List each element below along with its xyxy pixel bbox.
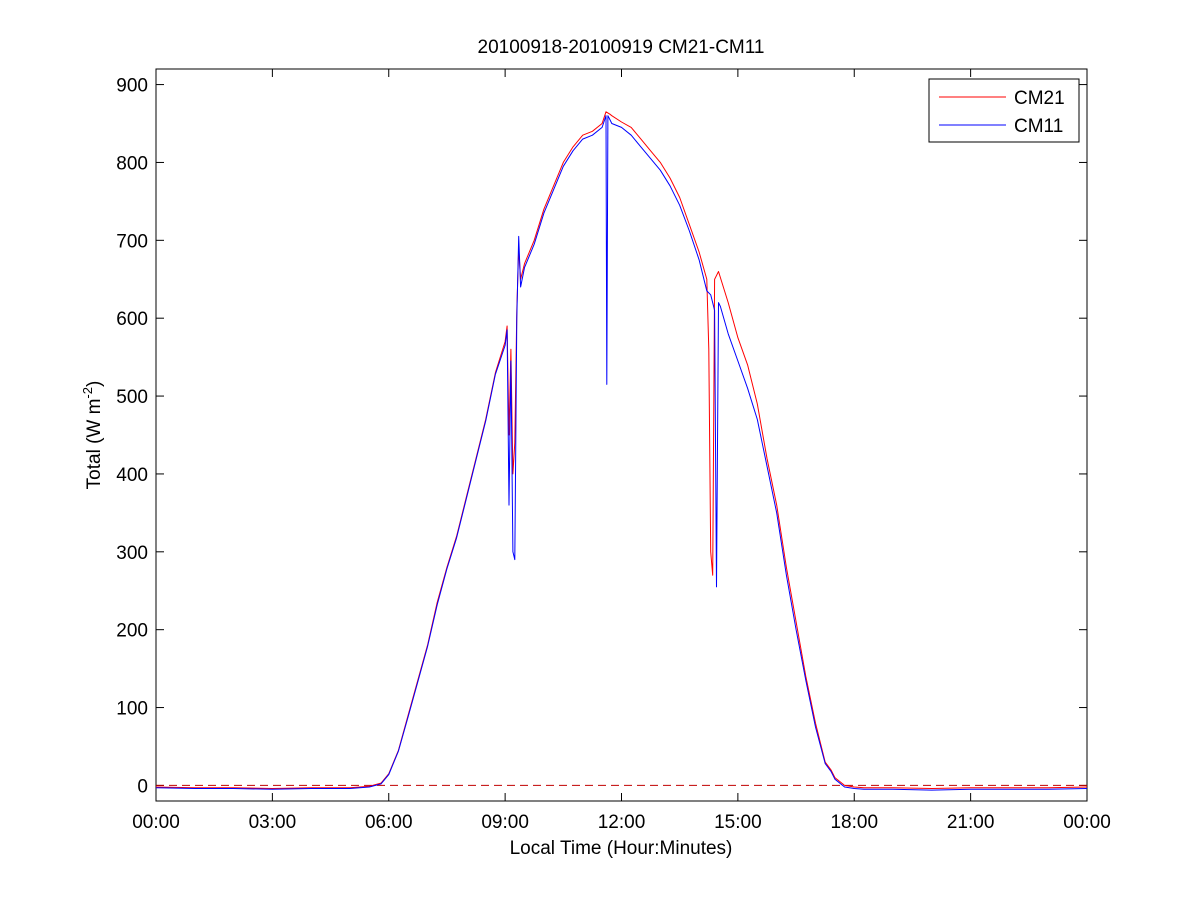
y-tick-label: 700 (116, 231, 148, 252)
y-tick-label: 300 (116, 543, 148, 564)
series-line-cm11 (155, 115, 1088, 791)
x-axis-ticks: 00:00 03:00 06:00 09:00 12:00 15:00 18:00 21:00… (132, 69, 1111, 833)
y-tick-label: 800 (116, 153, 148, 174)
y-tick-label: 0 (137, 776, 148, 797)
y-axis-title-main: Total (W m (84, 399, 105, 490)
x-tick-label: 18:00 (830, 812, 878, 833)
x-tick-label: 12:00 (598, 812, 646, 833)
y-tick-label: 200 (116, 621, 148, 642)
y-axis-title: Total (W m-2) (80, 381, 105, 490)
legend-box (928, 78, 1080, 143)
x-tick-label: 21:00 (947, 812, 995, 833)
x-axis-title: Local Time (Hour:Minutes) (510, 838, 733, 859)
y-tick-label: 600 (116, 309, 148, 330)
chart-title: 20100918-20100919 CM21-CM11 (478, 37, 765, 58)
legend-label-cm21: CM21 (1014, 88, 1065, 109)
y-tick-label: 100 (116, 699, 148, 720)
y-axis-title-suffix: ) (84, 381, 105, 387)
plot-area-frame (155, 68, 1088, 802)
y-axis-title-superscript: -2 (80, 387, 95, 399)
y-tick-label: 400 (116, 465, 148, 486)
x-tick-label: 00:00 (1063, 812, 1111, 833)
y-axis-ticks: 0 100 200 300 400 500 600 700 800 900 (116, 76, 1087, 797)
series-line-cm21 (155, 111, 1088, 789)
legend: CM21 CM11 (928, 78, 1080, 143)
x-tick-label: 09:00 (481, 812, 529, 833)
x-tick-label: 15:00 (714, 812, 762, 833)
y-tick-label: 900 (116, 76, 148, 97)
x-tick-label: 03:00 (249, 812, 297, 833)
x-tick-label: 06:00 (365, 812, 413, 833)
plot-axes: 00:00 03:00 06:00 09:00 12:00 15:00 18:00 21:00… (116, 68, 1111, 833)
series-lines (155, 111, 1088, 791)
legend-label-cm11: CM11 (1014, 116, 1063, 137)
y-tick-label: 500 (116, 387, 148, 408)
x-tick-label: 00:00 (132, 812, 180, 833)
